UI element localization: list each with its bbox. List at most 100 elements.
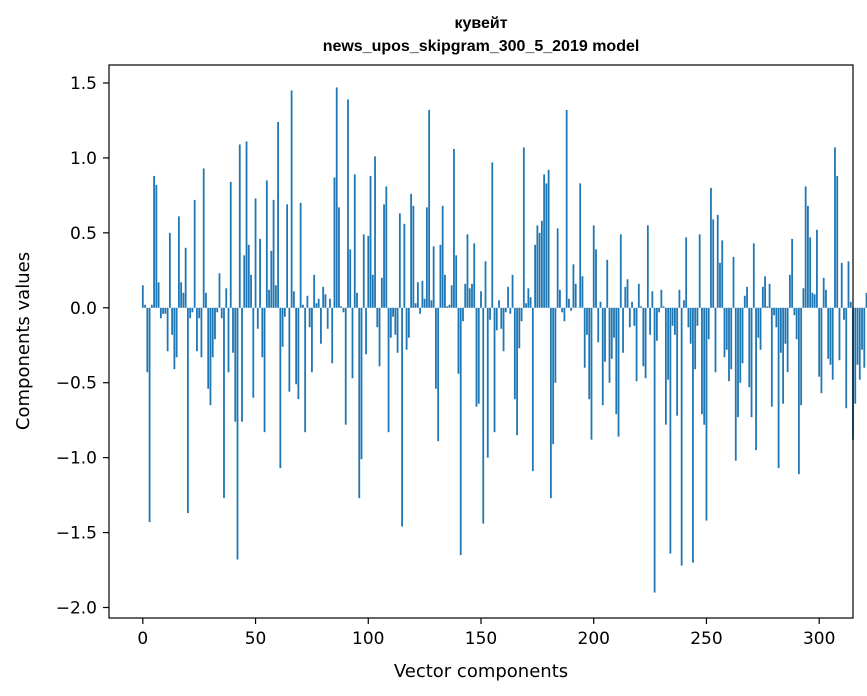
bar-78 — [317, 298, 320, 308]
bar-126 — [425, 207, 428, 308]
bar-19 — [184, 247, 187, 308]
bar-6 — [155, 184, 158, 308]
bar-215 — [626, 279, 629, 308]
bar-300 — [818, 307, 821, 377]
bar-91 — [347, 99, 349, 308]
bar-40 — [232, 307, 234, 353]
bar-285 — [784, 307, 787, 344]
bar-18 — [182, 292, 185, 308]
bar-42 — [236, 307, 239, 560]
bar-308 — [836, 175, 839, 308]
bar-236 — [673, 307, 676, 335]
bar-72 — [304, 307, 307, 433]
bar-162 — [507, 286, 509, 308]
bar-51 — [256, 307, 259, 329]
bar-50 — [254, 198, 257, 308]
bar-139 — [455, 255, 458, 308]
bar-147 — [473, 243, 476, 308]
bar-186 — [561, 307, 564, 313]
bar-182 — [552, 307, 555, 445]
bar-39 — [229, 181, 232, 308]
bar-289 — [793, 307, 796, 316]
bar-286 — [786, 307, 789, 373]
bar-3 — [148, 307, 151, 523]
bar-104 — [376, 307, 379, 328]
bar-166 — [516, 307, 518, 436]
bar-58 — [272, 199, 275, 308]
bar-95 — [356, 292, 358, 308]
bar-173 — [531, 307, 534, 472]
bar-205 — [604, 307, 606, 362]
bar-223 — [644, 307, 647, 379]
bar-275 — [761, 286, 764, 308]
bar-301 — [820, 307, 823, 394]
bar-13 — [171, 307, 174, 335]
bar-96 — [358, 307, 361, 499]
bar-243 — [689, 307, 692, 344]
bar-228 — [655, 307, 658, 341]
x-axis: 0 50 100 150 200 250 300 — [137, 618, 835, 649]
bar-76 — [313, 274, 316, 308]
bar-68 — [295, 307, 298, 385]
bar-269 — [748, 307, 751, 388]
bar-271 — [752, 243, 755, 308]
bar-15 — [175, 307, 178, 358]
bar-273 — [757, 307, 760, 338]
bar-171 — [527, 288, 530, 308]
bar-133 — [441, 205, 444, 308]
bar-296 — [809, 237, 812, 308]
bar-303 — [825, 289, 827, 308]
bar-242 — [687, 307, 690, 328]
bar-122 — [416, 282, 419, 308]
bar-158 — [498, 300, 500, 308]
bar-92 — [349, 249, 352, 308]
bar-99 — [365, 307, 367, 355]
bar-283 — [779, 307, 782, 353]
bar-131 — [437, 307, 440, 442]
bar-153 — [486, 307, 489, 458]
bar-241 — [685, 237, 688, 308]
x-tick-label: 250 — [690, 629, 722, 649]
bar-177 — [540, 220, 543, 308]
bar-270 — [750, 307, 753, 418]
bar-209 — [613, 307, 615, 338]
bar-37 — [225, 288, 228, 308]
bar-155 — [491, 162, 494, 308]
bar-49 — [252, 307, 255, 398]
bar-258 — [723, 307, 726, 358]
bar-101 — [369, 175, 372, 308]
bar-210 — [615, 307, 618, 415]
bar-192 — [574, 283, 577, 308]
bar-75 — [311, 307, 313, 373]
bar-77 — [315, 303, 318, 308]
bar-178 — [543, 174, 546, 308]
bar-211 — [617, 307, 620, 437]
y-tick-label: 1.5 — [70, 74, 97, 94]
bar-34 — [218, 273, 221, 308]
bar-201 — [595, 249, 597, 308]
bar-69 — [297, 307, 300, 400]
chart-title-line1: кувейт — [454, 15, 507, 32]
bar-239 — [680, 307, 683, 566]
bar-144 — [466, 234, 469, 308]
bar-12 — [168, 232, 171, 308]
bar-53 — [261, 307, 264, 358]
y-tick-label: −1.5 — [56, 524, 97, 544]
bar-187 — [563, 307, 566, 322]
bar-216 — [628, 307, 631, 328]
bar-85 — [333, 177, 336, 308]
bar-9 — [162, 307, 165, 314]
bar-87 — [338, 207, 340, 308]
bar-145 — [468, 288, 471, 308]
bar-185 — [559, 289, 561, 308]
bar-127 — [428, 109, 431, 308]
bar-259 — [725, 307, 728, 350]
bar-142 — [462, 307, 464, 322]
bar-109 — [387, 307, 390, 433]
bar-168 — [520, 307, 523, 322]
bar-120 — [412, 205, 415, 308]
bar-272 — [755, 307, 757, 451]
bar-129 — [432, 246, 435, 308]
bar-35 — [220, 307, 223, 319]
